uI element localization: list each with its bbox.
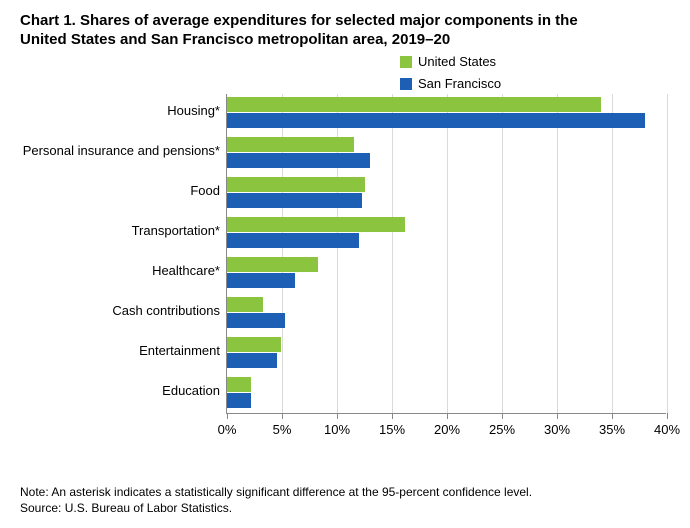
bar-us [227,137,354,152]
bar-us [227,257,318,272]
plot-region: 0%5%10%15%20%25%30%35%40% [226,94,666,414]
legend-label-us: United States [418,54,496,69]
x-tickmark [282,413,283,419]
x-axis-label: 35% [599,422,625,437]
x-tickmark [392,413,393,419]
x-tickmark [227,413,228,419]
category-label: Cash contributions [20,304,220,318]
x-tickmark [612,413,613,419]
legend-item-us: United States [400,54,496,70]
category-label: Entertainment [20,344,220,358]
bar-sf [227,193,362,208]
chart-area: 0%5%10%15%20%25%30%35%40% Housing* Person… [20,94,670,442]
x-axis-label: 30% [544,422,570,437]
bar-us [227,337,281,352]
category-label: Transportation* [20,224,220,238]
bar-sf [227,273,295,288]
legend: United States San Francisco [400,54,670,92]
x-axis-label: 5% [273,422,292,437]
bar-sf [227,233,359,248]
x-tickmark [667,413,668,419]
x-tickmark [337,413,338,419]
chart-title: Chart 1. Shares of average expenditures … [20,12,670,50]
x-axis-label: 40% [654,422,680,437]
bar-sf [227,113,645,128]
x-axis-label: 20% [434,422,460,437]
x-axis-label: 0% [218,422,237,437]
bar-sf [227,353,277,368]
footnotes: Note: An asterisk indicates a statistica… [20,484,532,516]
legend-swatch-sf [400,78,412,90]
chart-title-line2: United States and San Francisco metropol… [20,31,670,50]
legend-swatch-us [400,56,412,68]
category-label: Education [20,384,220,398]
bar-us [227,177,365,192]
category-label: Healthcare* [20,264,220,278]
footnote-note: Note: An asterisk indicates a statistica… [20,484,532,500]
x-tickmark [447,413,448,419]
x-axis-label: 25% [489,422,515,437]
gridline [447,94,448,413]
gridline [667,94,668,413]
bar-sf [227,153,370,168]
chart-container: Chart 1. Shares of average expenditures … [0,0,690,528]
gridline [502,94,503,413]
bar-us [227,377,251,392]
bar-us [227,297,263,312]
legend-label-sf: San Francisco [418,76,501,91]
gridline [557,94,558,413]
gridline [612,94,613,413]
x-axis-label: 10% [324,422,350,437]
x-tickmark [557,413,558,419]
x-axis-label: 15% [379,422,405,437]
gridline [392,94,393,413]
category-label: Housing* [20,104,220,118]
category-label: Food [20,184,220,198]
bar-sf [227,313,285,328]
x-tickmark [502,413,503,419]
bar-sf [227,393,251,408]
legend-item-sf: San Francisco [400,76,501,92]
bar-us [227,217,405,232]
footnote-source: Source: U.S. Bureau of Labor Statistics. [20,500,532,516]
bar-us [227,97,601,112]
chart-title-line1: Chart 1. Shares of average expenditures … [20,12,670,31]
category-label: Personal insurance and pensions* [20,144,220,158]
